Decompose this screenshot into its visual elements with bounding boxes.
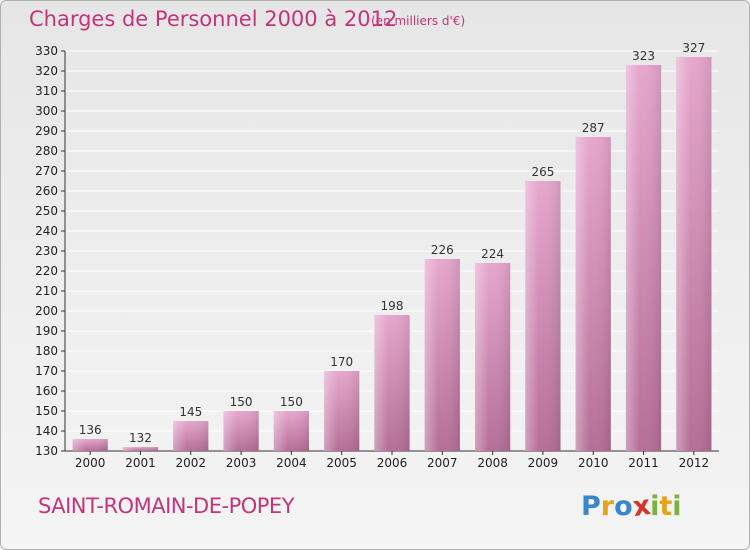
value-label: 226 — [431, 243, 454, 257]
x-tick-label: 2009 — [528, 456, 559, 470]
y-tick-label: 320 — [35, 64, 58, 78]
bar-shade-2004 — [273, 411, 309, 451]
proxiti-logo: Proxiti — [581, 489, 682, 524]
logo-letter: i — [650, 491, 660, 522]
logo-letter: x — [630, 489, 653, 524]
bar-shade-2002 — [173, 421, 209, 451]
bar-shade-2005 — [324, 371, 360, 451]
y-tick-label: 270 — [35, 164, 58, 178]
value-label: 323 — [632, 49, 655, 63]
y-tick-label: 180 — [35, 344, 58, 358]
value-label: 265 — [531, 165, 554, 179]
y-tick-label: 160 — [35, 384, 58, 398]
value-label: 132 — [129, 431, 152, 445]
bar-shade-2010 — [575, 137, 611, 451]
x-tick-label: 2010 — [578, 456, 609, 470]
x-tick-label: 2003 — [226, 456, 257, 470]
x-tick-label: 2008 — [477, 456, 508, 470]
x-tick-label: 2006 — [377, 456, 408, 470]
y-tick-label: 200 — [35, 304, 58, 318]
bar-shade-2006 — [374, 315, 410, 451]
bar-shade-2012 — [676, 57, 712, 451]
value-label: 287 — [582, 121, 605, 135]
x-tick-label: 2002 — [175, 456, 206, 470]
logo-letter: o — [614, 491, 633, 522]
y-tick-label: 330 — [35, 44, 58, 58]
y-tick-label: 300 — [35, 104, 58, 118]
logo-letter: r — [600, 491, 615, 522]
value-label: 145 — [179, 405, 202, 419]
y-tick-label: 170 — [35, 364, 58, 378]
value-label: 327 — [682, 41, 705, 55]
y-tick-label: 240 — [35, 224, 58, 238]
value-label: 198 — [381, 299, 404, 313]
bar-shade-2000 — [72, 439, 108, 451]
y-tick-label: 190 — [35, 324, 58, 338]
x-tick-label: 2007 — [427, 456, 458, 470]
logo-letter: t — [659, 491, 673, 522]
y-tick-label: 230 — [35, 244, 58, 258]
bar-shade-2001 — [122, 447, 159, 451]
x-tick-label: 2011 — [628, 456, 659, 470]
value-label: 150 — [280, 395, 303, 409]
chart-subtitle: (en milliers d'€) — [371, 14, 466, 28]
y-tick-label: 260 — [35, 184, 58, 198]
y-tick-label: 280 — [35, 144, 58, 158]
chart-title: Charges de Personnel 2000 à 2012 — [29, 7, 398, 31]
bar-shade-2007 — [424, 259, 460, 451]
x-tick-label: 2004 — [276, 456, 307, 470]
x-tick-label: 2001 — [125, 456, 156, 470]
logo-letter: P — [581, 491, 601, 522]
logo-letter: i — [672, 491, 682, 522]
value-label: 136 — [79, 423, 102, 437]
y-tick-label: 290 — [35, 124, 58, 138]
value-label: 150 — [230, 395, 253, 409]
x-tick-label: 2000 — [75, 456, 106, 470]
value-label: 224 — [481, 247, 504, 261]
bar-shade-2011 — [625, 65, 662, 451]
y-tick-label: 210 — [35, 284, 58, 298]
bar-shade-2009 — [525, 181, 561, 451]
x-tick-label: 2012 — [679, 456, 710, 470]
y-tick-label: 220 — [35, 264, 58, 278]
y-tick-label: 310 — [35, 84, 58, 98]
y-tick-label: 140 — [35, 424, 58, 438]
y-tick-label: 130 — [35, 444, 58, 458]
bar-shade-2003 — [223, 411, 259, 451]
y-tick-label: 150 — [35, 404, 58, 418]
place-name: SAINT-ROMAIN-DE-POPEY — [38, 494, 295, 518]
value-label: 170 — [330, 355, 353, 369]
x-tick-label: 2005 — [326, 456, 357, 470]
y-tick-label: 250 — [35, 204, 58, 218]
bar-shade-2008 — [475, 263, 511, 451]
